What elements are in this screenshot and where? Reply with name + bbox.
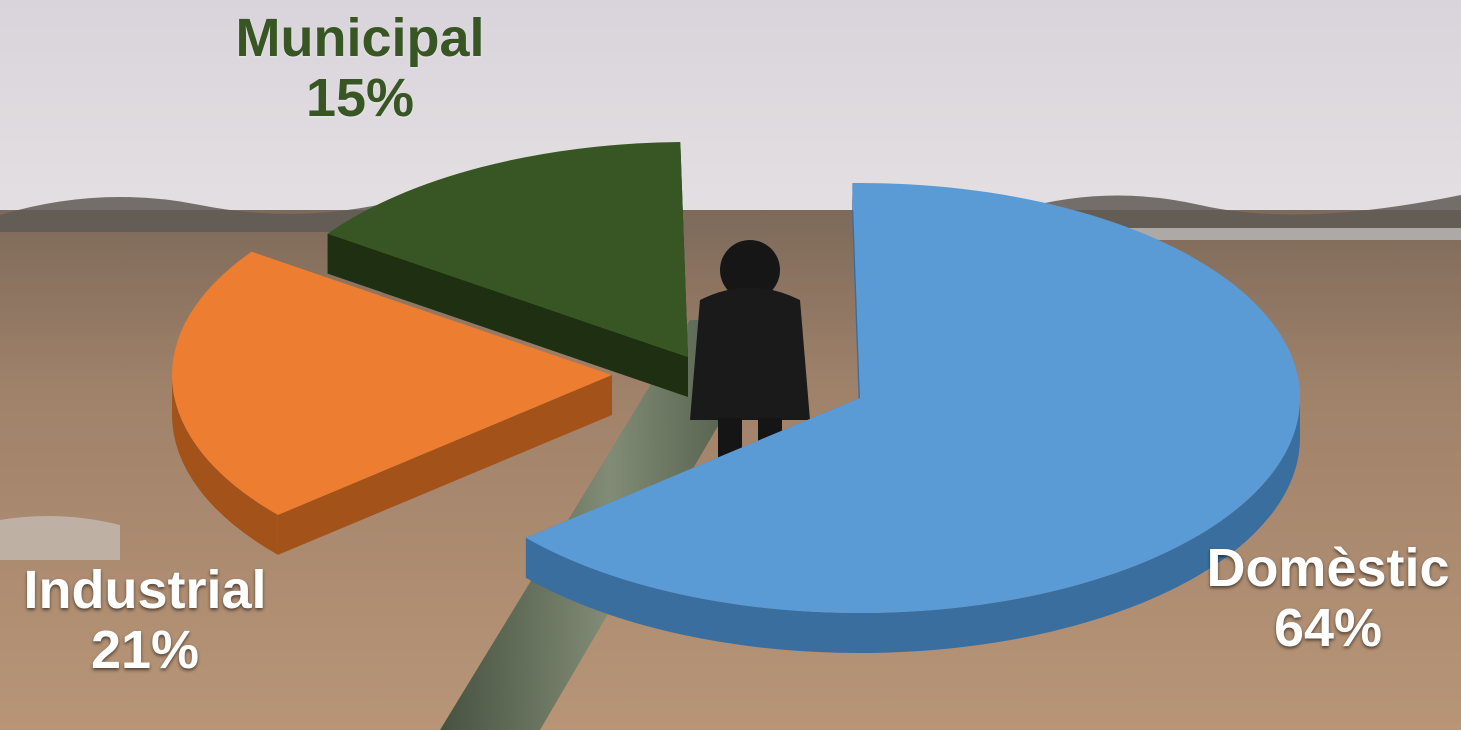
water [0,516,120,560]
slice-wall-industrial-0 [277,375,612,555]
slice-top-domestic [525,183,1300,613]
distant-building [1120,228,1461,240]
slice-name-municipal: Municipal [235,8,485,68]
slice-name-domestic: Domèstic [1206,538,1450,598]
slice-value-domestic: 64% [1273,598,1383,659]
slice-wall-municipal-0 [327,233,688,397]
slice-top-industrial [172,251,612,515]
slice-label-municipal: Municipal 15% [195,8,525,129]
slice-top-municipal [327,142,688,357]
slice-value-industrial: 21% [90,620,200,681]
sky [0,0,1461,230]
slice-label-industrial: Industrial 21% [0,560,290,681]
slice-name-industrial: Industrial [23,560,267,620]
slice-wall-domestic-0 [852,183,860,438]
slice-municipal [327,142,688,397]
slice-value-municipal: 15% [305,68,415,129]
slice-domestic [525,183,1300,653]
pie-slices [172,142,1300,653]
slice-rim-domestic [525,398,1300,653]
person-figure [690,240,810,458]
tree-line-left [0,197,400,232]
slice-industrial [172,251,612,555]
slice-rim-industrial [172,375,278,555]
slice-label-domestic: Domèstic 64% [1188,538,1461,659]
